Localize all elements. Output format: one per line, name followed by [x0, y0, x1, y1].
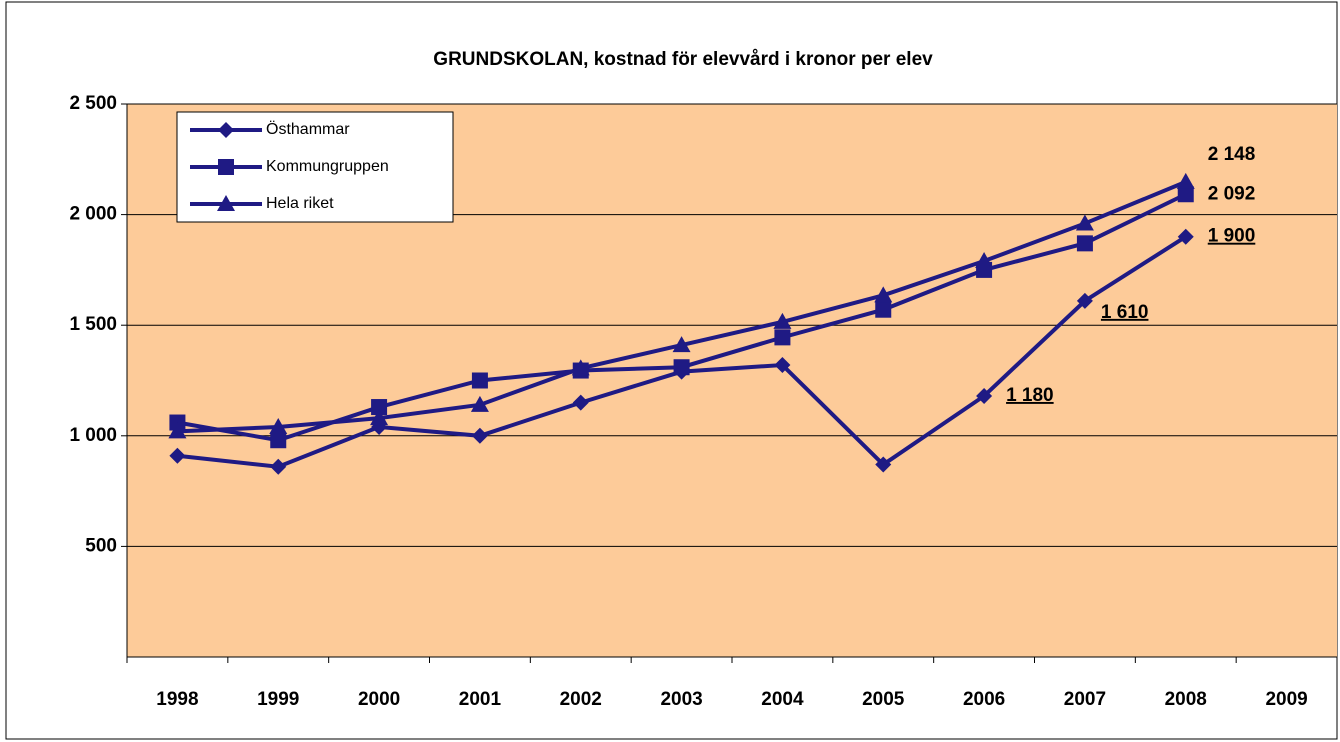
chart-title: GRUNDSKOLAN, kostnad för elevvård i kron… [433, 49, 933, 70]
marker [1176, 172, 1195, 189]
data-label: 1 900 [1208, 226, 1256, 247]
x-tick-label: 2007 [1064, 689, 1106, 710]
x-tick-label: 2009 [1265, 689, 1307, 710]
marker [218, 159, 234, 175]
x-tick-label: 2005 [862, 689, 905, 710]
marker [774, 329, 791, 346]
marker [875, 301, 892, 318]
x-tick-label: 2004 [761, 689, 804, 710]
marker [1075, 214, 1094, 231]
legend-label: Hela riket [266, 195, 334, 212]
marker [370, 409, 389, 426]
marker [976, 387, 993, 404]
marker [875, 456, 892, 473]
marker [672, 336, 691, 353]
marker [774, 357, 791, 374]
marker [270, 432, 287, 449]
data-label: 2 148 [1208, 144, 1256, 165]
marker [217, 195, 235, 211]
marker [169, 447, 186, 464]
x-tick-label: 2001 [459, 689, 502, 710]
marker [975, 252, 994, 269]
data-label: 2 092 [1208, 183, 1256, 204]
legend: Östhammar Kommungruppen Hela riket [176, 111, 454, 223]
marker [471, 427, 488, 444]
x-tick-label: 1999 [257, 689, 299, 710]
x-tick-label: 2002 [560, 689, 602, 710]
data-label: 1 610 [1101, 302, 1149, 323]
marker [168, 422, 187, 439]
y-tick-label: 1 500 [69, 314, 117, 335]
marker [572, 394, 589, 411]
marker [218, 122, 234, 138]
x-tick-label: 1998 [156, 689, 198, 710]
x-tick-label: 2003 [660, 689, 702, 710]
y-tick-label: 500 [85, 535, 117, 556]
marker [773, 312, 792, 329]
data-label: 1 180 [1006, 385, 1054, 406]
marker [470, 395, 489, 412]
marker [371, 399, 388, 416]
marker [874, 286, 893, 303]
y-tick-label: 2 500 [69, 93, 117, 114]
x-tick-label: 2000 [358, 689, 400, 710]
y-tick-label: 2 000 [69, 204, 117, 225]
legend-label: Östhammar [266, 120, 350, 138]
marker [270, 458, 287, 475]
y-tick-label: 1 000 [69, 425, 117, 446]
marker [1177, 228, 1194, 245]
x-tick-label: 2006 [963, 689, 1005, 710]
marker [571, 359, 590, 376]
legend-label: Kommungruppen [266, 158, 389, 175]
marker [673, 359, 690, 376]
marker [471, 372, 488, 389]
marker [269, 417, 288, 434]
marker [1177, 186, 1194, 203]
marker [1076, 235, 1093, 252]
marker [1076, 292, 1093, 309]
x-tick-label: 2008 [1165, 689, 1207, 710]
